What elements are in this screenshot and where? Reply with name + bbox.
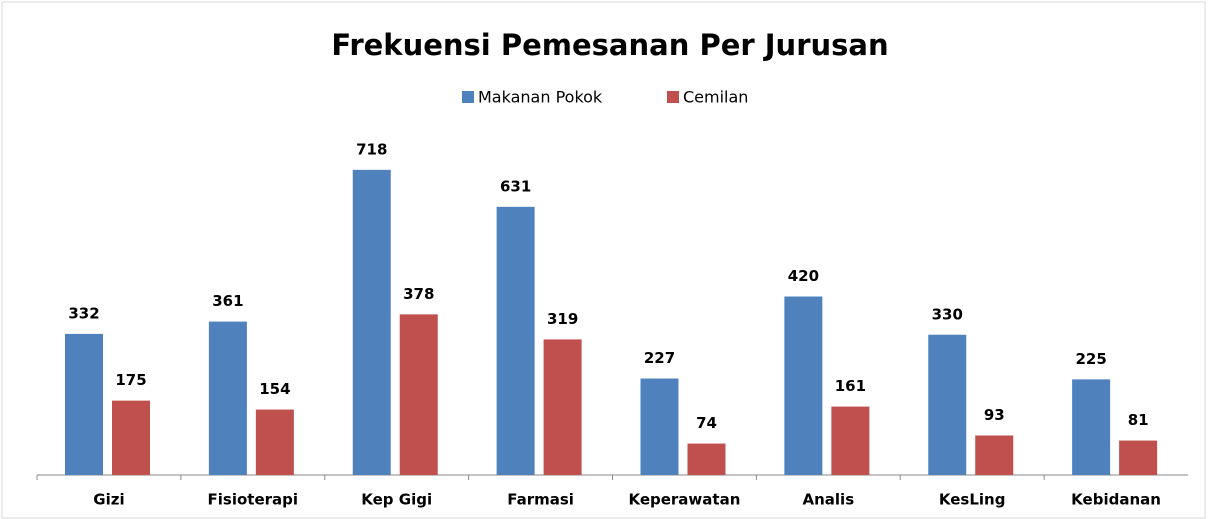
x-tick-label: Keperawatan bbox=[628, 491, 740, 509]
x-tick-label: KesLing bbox=[939, 491, 1006, 509]
chart-title: Frekuensi Pemesanan Per Jurusan bbox=[331, 28, 888, 62]
data-label: 74 bbox=[696, 414, 717, 432]
bar bbox=[496, 206, 535, 475]
bar bbox=[255, 409, 294, 475]
data-label: 319 bbox=[547, 310, 578, 328]
data-label: 225 bbox=[1075, 350, 1106, 368]
data-label: 631 bbox=[500, 177, 531, 195]
data-label: 420 bbox=[788, 267, 819, 285]
legend-swatch bbox=[462, 91, 474, 103]
data-label: 161 bbox=[835, 377, 866, 395]
bar bbox=[687, 443, 726, 475]
x-tick-label: Gizi bbox=[93, 491, 124, 509]
legend-label: Makanan Pokok bbox=[478, 88, 603, 107]
data-label: 718 bbox=[356, 140, 387, 158]
x-tick-label: Fisioterapi bbox=[208, 491, 299, 509]
bar bbox=[831, 406, 870, 475]
data-label: 378 bbox=[403, 285, 434, 303]
bar bbox=[1072, 379, 1111, 475]
bar bbox=[543, 339, 582, 475]
bar bbox=[65, 333, 103, 475]
bar bbox=[928, 334, 967, 475]
bar bbox=[975, 435, 1014, 475]
data-label: 154 bbox=[259, 380, 290, 398]
bar bbox=[640, 378, 679, 475]
bar bbox=[112, 400, 150, 475]
x-tick-label: Kebidanan bbox=[1071, 491, 1161, 509]
x-tick-label: Farmasi bbox=[507, 491, 574, 509]
legend-label: Cemilan bbox=[683, 88, 748, 107]
data-label: 361 bbox=[212, 292, 243, 310]
bar bbox=[208, 321, 247, 475]
bar bbox=[399, 314, 438, 475]
data-label: 330 bbox=[932, 305, 963, 323]
bar bbox=[784, 296, 823, 475]
x-tick-label: Analis bbox=[803, 491, 855, 509]
data-label: 93 bbox=[984, 406, 1005, 424]
data-label: 175 bbox=[115, 371, 146, 389]
data-label: 81 bbox=[1128, 411, 1149, 429]
bar bbox=[1119, 440, 1158, 475]
data-label: 332 bbox=[68, 304, 99, 322]
data-label: 227 bbox=[644, 349, 675, 367]
bar bbox=[352, 169, 391, 475]
legend-swatch bbox=[667, 91, 679, 103]
x-tick-label: Kep Gigi bbox=[361, 491, 432, 509]
